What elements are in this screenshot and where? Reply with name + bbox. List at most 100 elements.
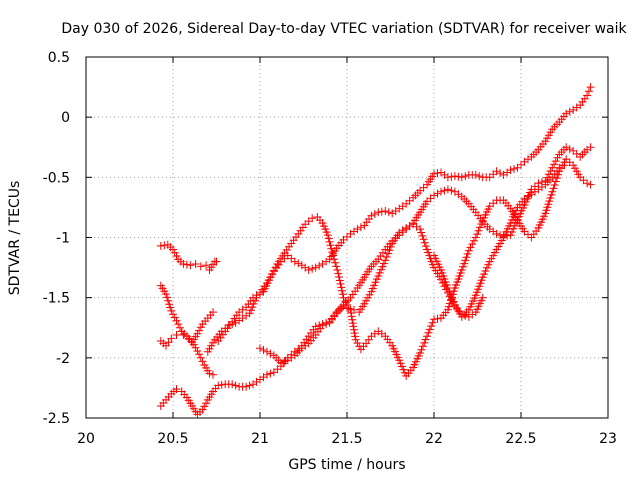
data-point-sample	[421, 335, 430, 344]
data-point	[228, 380, 237, 389]
data-point	[351, 335, 360, 344]
data-point	[562, 143, 571, 152]
data-point-sample	[338, 286, 346, 295]
x-tick-labels: 20 20.5 21 21.5 22 22.5 23	[77, 431, 617, 447]
data-point	[548, 163, 557, 172]
data-point-sample	[418, 231, 427, 240]
data-point-sample	[333, 266, 342, 274]
data-point-sample	[419, 235, 428, 244]
data-point-sample	[427, 322, 436, 331]
data-point-sample	[217, 380, 226, 389]
data-point-sample	[170, 248, 179, 257]
data-point-sample	[477, 220, 486, 228]
x-tick-label: 22	[425, 431, 443, 447]
data-point-sample	[428, 318, 437, 327]
data-point-sample	[417, 228, 426, 237]
data-point-sample	[280, 357, 289, 366]
data-point-sample	[245, 381, 254, 390]
data-point-sample	[166, 303, 175, 312]
data-point	[162, 290, 170, 299]
data-point	[198, 405, 207, 414]
data-point-sample	[447, 186, 456, 195]
data-point	[346, 305, 355, 314]
data-point-sample	[584, 87, 593, 96]
data-point-sample	[550, 160, 559, 169]
data-point-sample	[294, 259, 303, 268]
data-point	[492, 229, 501, 238]
data-point	[202, 261, 211, 270]
data-point-sample	[481, 267, 490, 275]
data-point	[416, 349, 425, 357]
y-tick-labels: -2.5 -2 -1.5 -1 -0.5 0 0.5	[43, 50, 70, 427]
data-point-sample	[553, 153, 562, 162]
data-point	[457, 266, 466, 274]
data-point-sample	[200, 402, 209, 411]
data-point	[402, 223, 411, 232]
data-point	[179, 331, 188, 339]
x-tick-label: 20.5	[157, 431, 188, 447]
data-point	[323, 231, 332, 240]
y-tick-label: -1	[56, 231, 70, 247]
data-point-sample	[433, 169, 442, 178]
data-point-sample	[198, 357, 207, 366]
data-point-sample	[496, 169, 505, 178]
data-point-sample	[382, 253, 391, 261]
data-point	[242, 382, 251, 391]
data-point-sample	[475, 172, 484, 181]
axis-ticks	[85, 56, 609, 419]
data-point-sample	[454, 172, 463, 181]
data-point-sample	[565, 107, 574, 116]
data-point-sample	[424, 328, 433, 337]
data-point	[318, 321, 327, 330]
data-point	[548, 187, 557, 196]
data-point-sample	[164, 296, 173, 305]
x-tick-label: 21.5	[331, 431, 362, 447]
data-point	[395, 356, 404, 365]
data-point	[478, 293, 487, 302]
data-point	[560, 161, 569, 170]
data-point-sample	[259, 346, 268, 354]
data-point-sample	[463, 249, 472, 258]
data-point	[430, 169, 438, 178]
data-point	[209, 308, 217, 317]
data-point-sample	[324, 234, 333, 243]
data-point	[506, 219, 515, 228]
data-point	[443, 185, 452, 194]
data-point	[169, 245, 177, 254]
data-point-sample	[417, 345, 426, 354]
data-point	[179, 260, 188, 268]
x-tick-label: 20	[77, 431, 95, 447]
data-point	[186, 261, 195, 270]
data-point-sample	[425, 325, 434, 334]
data-point	[156, 241, 165, 250]
data-point-sample	[165, 300, 174, 309]
data-point	[167, 334, 176, 343]
data-point	[586, 180, 595, 189]
data-point-sample	[371, 278, 380, 287]
data-point-sample	[266, 349, 275, 358]
data-point-sample	[418, 342, 427, 351]
data-point	[437, 187, 445, 196]
data-point-sample	[503, 231, 512, 240]
data-point	[196, 262, 205, 271]
data-point	[256, 344, 264, 353]
data-point	[172, 331, 181, 339]
data-point	[263, 370, 271, 379]
data-point-sample	[385, 246, 394, 255]
data-point-sample	[474, 226, 483, 235]
data-point-sample	[399, 365, 408, 374]
data-point	[334, 269, 343, 278]
data-point-sample	[466, 243, 475, 252]
data-point	[374, 208, 383, 217]
data-point-sample	[335, 276, 344, 285]
data-point-sample	[172, 316, 181, 325]
data-point-sample	[325, 237, 334, 246]
x-tick-label: 22.5	[505, 431, 536, 447]
data-point	[367, 211, 376, 220]
data-point-sample	[337, 283, 346, 292]
data-point-sample	[315, 261, 324, 270]
data-point-sample	[446, 290, 455, 299]
data-point	[464, 246, 473, 255]
data-point-sample	[510, 209, 519, 218]
